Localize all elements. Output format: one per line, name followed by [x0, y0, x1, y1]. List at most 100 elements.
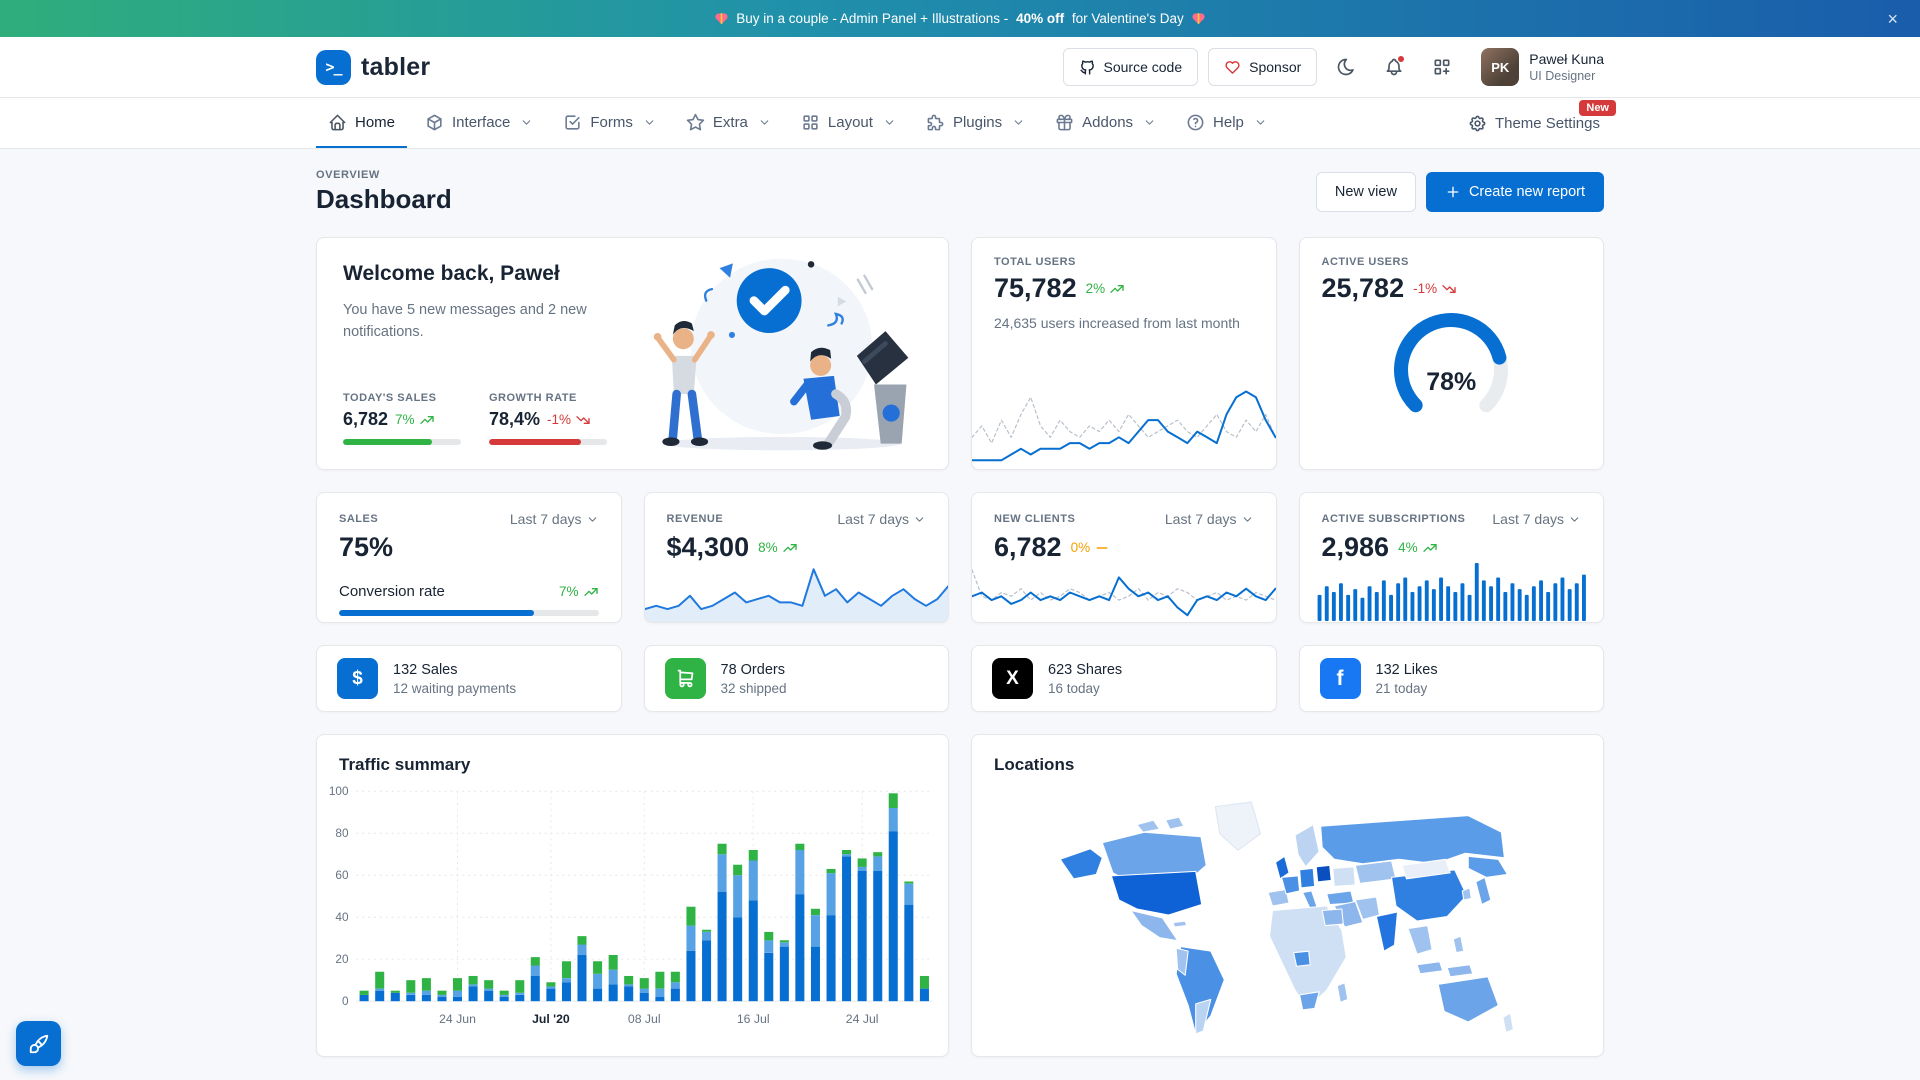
page-pretitle: OVERVIEW	[316, 169, 380, 181]
subscriptions-range-dropdown[interactable]: Last 7 days	[1492, 511, 1581, 527]
trend-up-icon	[782, 540, 798, 556]
nav-item-plugins[interactable]: Plugins	[914, 98, 1037, 148]
active-users-label: ACTIVE USERS	[1321, 256, 1409, 268]
active-users-gauge: 78%	[1300, 306, 1604, 430]
nav-item-forms[interactable]: Forms	[551, 98, 668, 148]
puzzle-icon	[926, 113, 945, 132]
nav-item-interface[interactable]: Interface	[413, 98, 545, 148]
svg-text:24 Jun: 24 Jun	[439, 1012, 476, 1026]
chevron-down-icon	[1012, 116, 1025, 129]
banner-close-button[interactable]: ×	[1887, 8, 1898, 29]
svg-text:80: 80	[335, 827, 349, 840]
total-users-description: 24,635 users increased from last month	[994, 315, 1240, 331]
subscriptions-label: ACTIVE SUBSCRIPTIONS	[1321, 513, 1466, 525]
stat-value: 78 Orders	[720, 661, 785, 678]
new-clients-sparkline	[972, 569, 1276, 617]
total-users-sparkline	[972, 390, 1276, 462]
currency-dollar-icon: $	[337, 658, 378, 699]
conversion-progress	[339, 610, 599, 616]
home-icon	[328, 113, 347, 132]
user-menu[interactable]: PK Paweł Kuna UI Designer	[1481, 48, 1604, 86]
promo-text-suffix: for Valentine's Day	[1068, 11, 1184, 26]
revenue-card: REVENUE Last 7 days $4,300 8%	[643, 492, 949, 623]
user-name: Paweł Kuna	[1529, 51, 1604, 67]
help-icon	[1186, 113, 1205, 132]
apps-icon	[1432, 57, 1452, 77]
promo-text: Buy in a couple - Admin Panel + Illustra…	[736, 11, 1013, 26]
theme-customizer-button[interactable]	[16, 1021, 61, 1066]
sponsor-button[interactable]: Sponsor	[1208, 48, 1318, 86]
active-users-card: ACTIVE USERS 25,782 -1% 78%	[1298, 237, 1604, 470]
create-report-button[interactable]: Create new report	[1425, 172, 1604, 212]
dark-mode-button[interactable]	[1327, 48, 1365, 86]
new-clients-card: NEW CLIENTS Last 7 days 6,782 0%	[971, 492, 1277, 623]
sales-label: SALES	[339, 513, 379, 525]
traffic-summary-card: Traffic summary 0 20 40 60 80 100 24 Jun Jul '2…	[316, 734, 949, 1057]
svg-text:60: 60	[335, 869, 349, 882]
package-icon	[425, 113, 444, 132]
likes-stat-card: f 132 Likes 21 today	[1298, 645, 1604, 712]
apps-button[interactable]	[1423, 48, 1461, 86]
new-clients-range-dropdown[interactable]: Last 7 days	[1165, 511, 1254, 527]
theme-settings-button[interactable]: Theme Settings New	[1464, 98, 1616, 148]
trend-up-icon	[1422, 540, 1438, 556]
nav-item-home[interactable]: Home	[316, 98, 408, 148]
chevron-down-icon	[758, 116, 771, 129]
star-icon	[686, 113, 705, 132]
trend-down-icon	[575, 412, 591, 428]
gauge-percentage: 78%	[1426, 368, 1477, 396]
orders-stat-card: 78 Orders 32 shipped	[643, 645, 949, 712]
stat-value: 623 Shares	[1048, 661, 1123, 678]
traffic-title: Traffic summary	[339, 755, 471, 774]
welcome-card: Welcome back, Paweł You have 5 new messa…	[316, 237, 949, 470]
sales-range-dropdown[interactable]: Last 7 days	[510, 511, 599, 527]
revenue-label: REVENUE	[666, 513, 724, 525]
svg-text:Jul '20: Jul '20	[532, 1012, 570, 1026]
chevron-down-icon	[1241, 513, 1254, 526]
nav-item-help[interactable]: Help	[1174, 98, 1279, 148]
world-map	[972, 781, 1603, 1037]
nav-item-layout[interactable]: Layout	[789, 98, 908, 148]
promo-message: Buy in a couple - Admin Panel + Illustra…	[714, 11, 1205, 26]
chevron-down-icon	[1254, 116, 1267, 129]
trend-up-icon	[419, 412, 435, 428]
svg-text:40: 40	[335, 911, 349, 924]
layout-grid-icon	[801, 113, 820, 132]
chevron-down-icon	[520, 116, 533, 129]
svg-text:100: 100	[329, 785, 349, 798]
revenue-range-dropdown[interactable]: Last 7 days	[837, 511, 926, 527]
welcome-title: Welcome back, Paweł	[343, 262, 560, 285]
brand-facebook-icon: f	[1319, 658, 1361, 699]
new-clients-value: 6,782	[994, 532, 1062, 562]
stat-value: 132 Sales	[393, 661, 458, 678]
new-view-button[interactable]: New view	[1315, 172, 1416, 212]
conversion-rate-label: Conversion rate	[339, 583, 445, 600]
stat-sub: 32 shipped	[720, 680, 787, 696]
chevron-down-icon	[1568, 513, 1581, 526]
new-badge: New	[1579, 100, 1616, 116]
brand-name: tabler	[361, 52, 431, 81]
chevron-down-icon	[586, 513, 599, 526]
app-header: >_ tabler Source code Sponsor	[0, 37, 1920, 98]
stat-value: 132 Likes	[1375, 661, 1438, 678]
chevron-down-icon	[643, 116, 656, 129]
nav-item-addons[interactable]: Addons	[1043, 98, 1168, 148]
growth-rate-metric: GROWTH RATE 78,4% -1%	[489, 392, 607, 445]
notifications-button[interactable]	[1375, 48, 1413, 86]
checkbox-icon	[563, 113, 582, 132]
stat-sub: 21 today	[1375, 680, 1428, 696]
avatar: PK	[1481, 48, 1520, 86]
nav-item-extra[interactable]: Extra	[674, 98, 783, 148]
todays-sales-value: 6,782	[343, 409, 389, 429]
stat-sub: 16 today	[1048, 680, 1100, 696]
brand-x-icon: X	[992, 658, 1033, 699]
subscriptions-card: ACTIVE SUBSCRIPTIONS Last 7 days 2,986 4…	[1298, 492, 1604, 623]
svg-text:20: 20	[335, 953, 349, 966]
source-code-button[interactable]: Source code	[1062, 48, 1199, 86]
subscriptions-value: 2,986	[1321, 532, 1390, 562]
notification-dot	[1397, 55, 1406, 63]
sales-stat-card: $ 132 Sales 12 waiting payments	[316, 645, 622, 712]
heart-icon	[1224, 59, 1241, 76]
moon-icon	[1336, 57, 1356, 77]
brand-logo[interactable]: >_ tabler	[316, 49, 431, 85]
